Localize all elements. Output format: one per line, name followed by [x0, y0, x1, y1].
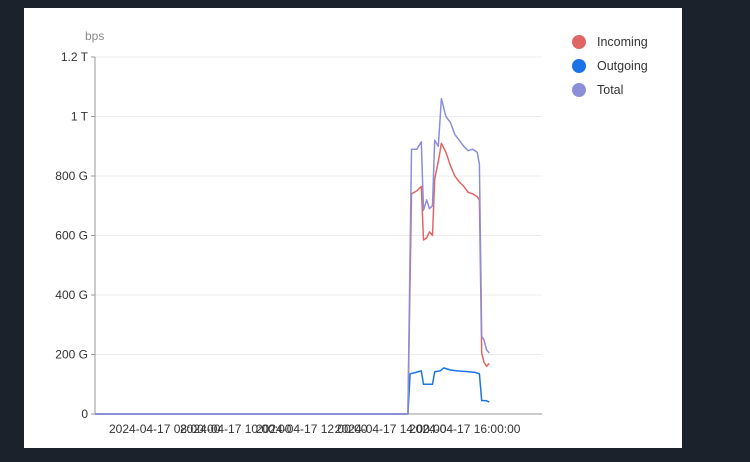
y-tick-label: 1.2 T [61, 50, 89, 64]
legend-label-total: Total [597, 83, 624, 97]
legend-item-outgoing[interactable]: Outgoing [572, 54, 648, 78]
legend-label-outgoing: Outgoing [597, 59, 648, 73]
y-tick-label: 1 T [71, 110, 89, 124]
legend-label-incoming: Incoming [597, 35, 648, 49]
series-line-outgoing [95, 367, 490, 415]
series-line-incoming [95, 142, 490, 415]
x-tick-label: 2024-04-17 14:00:00 [335, 422, 447, 436]
legend-item-total[interactable]: Total [572, 78, 648, 102]
y-tick-label: 400 G [55, 288, 88, 302]
x-tick-label: 2024-04-17 10:00:00 [180, 422, 292, 436]
traffic-line-chart: 1.2 T 1 T 800 G 600 G 400 G 200 G 0 2024-04-17 … [55, 50, 542, 436]
x-tick-label: 2024-04-17 08:00:00 [109, 422, 221, 436]
y-unit-label: bps [85, 29, 105, 43]
y-tick-label: 600 G [55, 229, 88, 243]
legend: Incoming Outgoing Total [572, 30, 648, 102]
chart-panel: bps 1.2 T 1 T 800 G 600 G 400 G 200 G 0 2024-04… [24, 8, 682, 448]
x-tick-label: 2024-04-17 16:00:00 [409, 422, 521, 436]
series-line-total [95, 97, 490, 415]
legend-marker-total [572, 83, 586, 97]
y-tick-label: 800 G [55, 169, 88, 183]
legend-item-incoming[interactable]: Incoming [572, 30, 648, 54]
legend-marker-incoming [572, 35, 586, 49]
x-tick-label: 2024-04-17 12:00:00 [256, 422, 368, 436]
legend-marker-outgoing [572, 59, 586, 73]
y-tick-label: 0 [81, 407, 88, 421]
y-tick-label: 200 G [55, 348, 88, 362]
